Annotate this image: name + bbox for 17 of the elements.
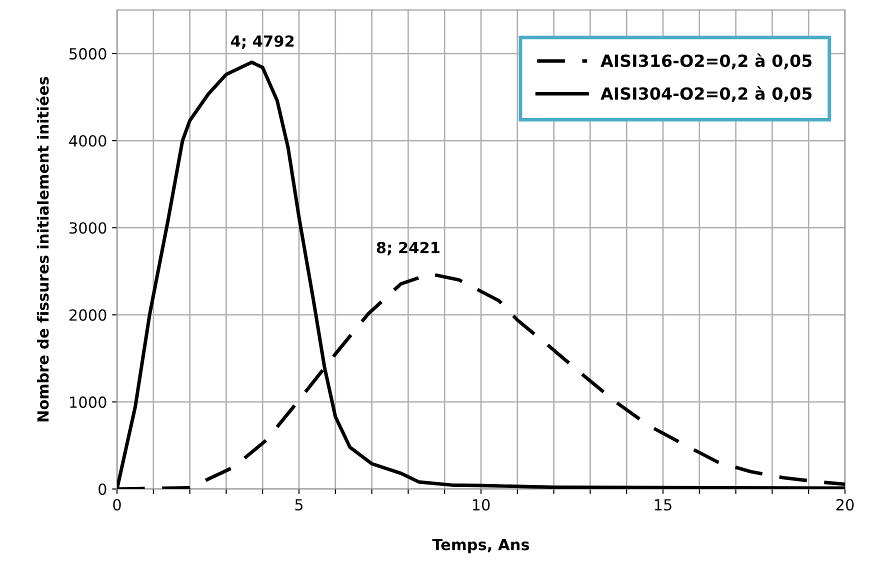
y-tick-label: 0	[98, 483, 106, 496]
annotation: 4; 4792	[231, 35, 294, 49]
y-tick-label: 4000	[69, 135, 106, 147]
y-tick-label: 3000	[70, 222, 106, 234]
x-tick-label: 20	[836, 498, 854, 511]
y-tick-label: 2000	[70, 309, 106, 321]
annotation: 8; 2421	[376, 242, 440, 256]
y-tick-label: 1000	[70, 396, 106, 408]
x-tick-label: 5	[295, 499, 303, 511]
x-axis-title: Temps, Ans	[432, 538, 530, 554]
x-tick-label: 10	[472, 498, 490, 511]
legend-label: AISI316-O2=0,2 à 0,05	[600, 53, 812, 70]
y-axis-title: Nombre de fissures initialement initiées	[36, 76, 49, 422]
y-tick-label: 5000	[70, 48, 106, 60]
legend-label: AISI304-O2=0,2 à 0,05	[600, 86, 812, 102]
x-tick-label: 15	[654, 499, 672, 511]
x-tick-label: 0	[113, 498, 121, 511]
